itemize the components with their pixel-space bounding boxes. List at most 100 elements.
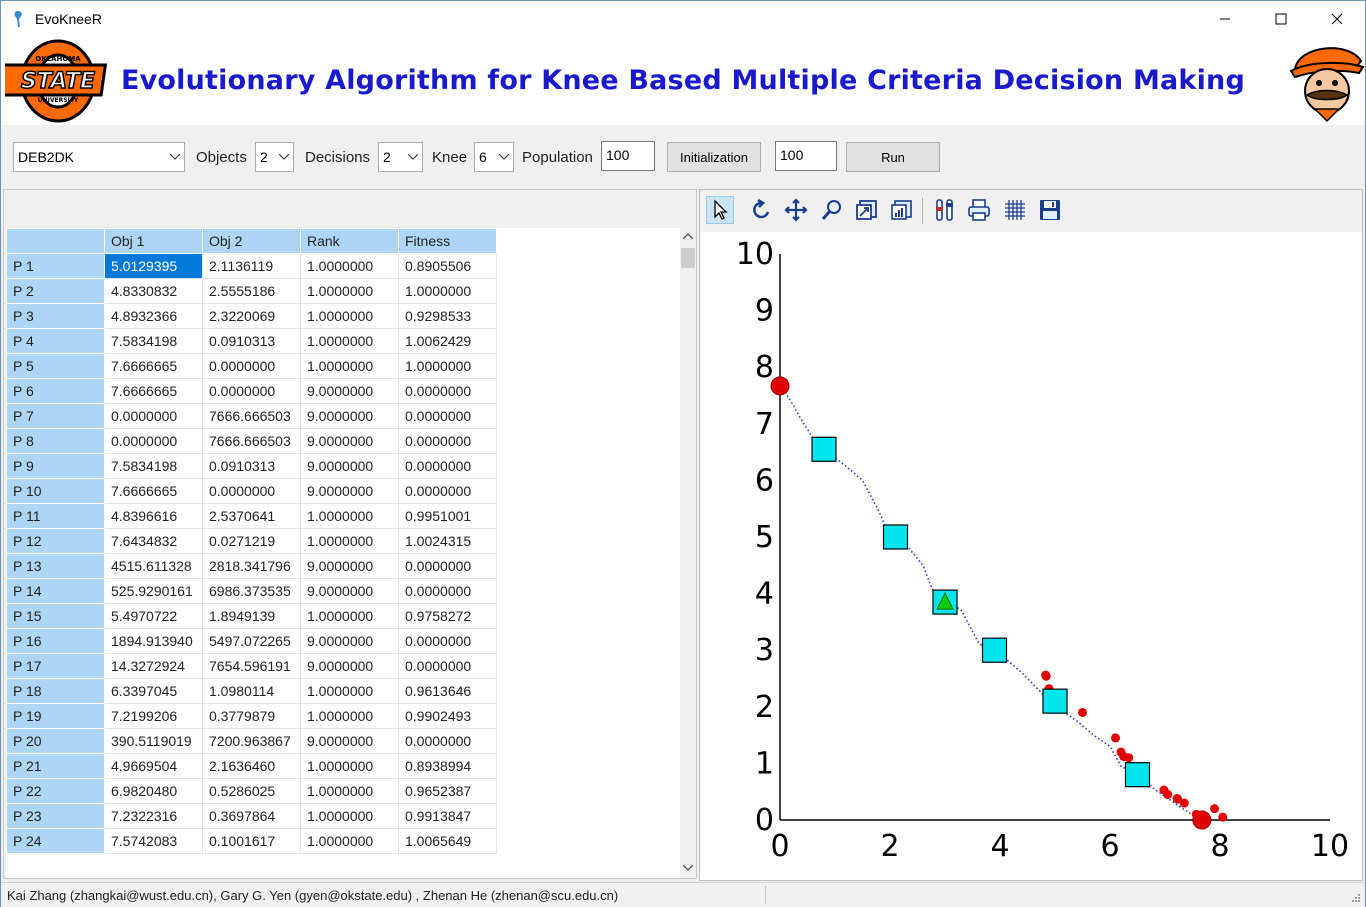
row-header[interactable]: P 15 [6, 603, 105, 629]
table-row[interactable]: P 17 14.3272924 7654.596191 9.0000000 0.0000… [6, 653, 497, 679]
rank-cell[interactable]: 9.0000000 [300, 453, 399, 479]
settings-icon[interactable] [931, 196, 959, 224]
minimize-button[interactable] [1197, 1, 1253, 37]
table-row[interactable]: P 15 5.4970722 1.8949139 1.0000000 0.9758272 [6, 603, 497, 629]
obj2-cell[interactable]: 7200.963867 [202, 728, 301, 754]
obj2-cell[interactable]: 0.0000000 [202, 478, 301, 504]
obj1-cell[interactable]: 4.8330832 [104, 278, 203, 304]
obj2-cell[interactable]: 2.1136119 [202, 253, 301, 279]
table-row[interactable]: P 20 390.5119019 7200.963867 9.0000000 0.000… [6, 728, 497, 754]
obj1-cell[interactable]: 4.9669504 [104, 753, 203, 779]
fitness-cell[interactable]: 0.0000000 [398, 403, 497, 429]
population-input[interactable]: 100 [601, 141, 655, 171]
rank-cell[interactable]: 1.0000000 [300, 528, 399, 554]
table-row[interactable]: P 16 1894.913940 5497.072265 9.0000000 0.000… [6, 628, 497, 654]
table-row[interactable]: P 13 4515.611328 2818.341796 9.0000000 0.000… [6, 553, 497, 579]
obj2-cell[interactable]: 2.5555186 [202, 278, 301, 304]
row-header[interactable]: P 4 [6, 328, 105, 354]
obj1-cell[interactable]: 5.4970722 [104, 603, 203, 629]
obj2-cell[interactable]: 7666.666503 [202, 428, 301, 454]
table-row[interactable]: P 24 7.5742083 0.1001617 1.0000000 1.0065649 [6, 828, 497, 854]
table-row[interactable]: P 8 0.0000000 7666.666503 9.0000000 0.000000… [6, 428, 497, 454]
column-header-obj2[interactable]: Obj 2 [202, 228, 301, 254]
pointer-icon[interactable] [706, 196, 734, 224]
fitness-cell[interactable]: 0.9298533 [398, 303, 497, 329]
scrollbar-thumb[interactable] [681, 248, 695, 268]
obj1-cell[interactable]: 7.5834198 [104, 453, 203, 479]
fitness-cell[interactable]: 0.9613646 [398, 678, 497, 704]
table-row[interactable]: P 11 4.8396616 2.5370641 1.0000000 0.9951001 [6, 503, 497, 529]
rank-cell[interactable]: 1.0000000 [300, 503, 399, 529]
fitness-cell[interactable]: 1.0000000 [398, 353, 497, 379]
rank-cell[interactable]: 1.0000000 [300, 803, 399, 829]
rank-cell[interactable]: 9.0000000 [300, 553, 399, 579]
row-header[interactable]: P 22 [6, 778, 105, 804]
obj2-cell[interactable]: 6986.373535 [202, 578, 301, 604]
obj1-cell[interactable]: 0.0000000 [104, 428, 203, 454]
obj2-cell[interactable]: 0.1001617 [202, 828, 301, 854]
rank-cell[interactable]: 1.0000000 [300, 303, 399, 329]
obj2-cell[interactable]: 0.0910313 [202, 453, 301, 479]
maximize-button[interactable] [1253, 1, 1309, 37]
obj1-cell[interactable]: 0.0000000 [104, 403, 203, 429]
row-header[interactable]: P 6 [6, 378, 105, 404]
obj2-cell[interactable]: 1.8949139 [202, 603, 301, 629]
table-row[interactable]: P 22 6.9820480 0.5286025 1.0000000 0.9652387 [6, 778, 497, 804]
pareto-front-plot[interactable]: 0 2 4 6 8 10 0 1 2 3 4 5 6 7 8 9 10 [700, 232, 1362, 880]
obj2-cell[interactable]: 0.5286025 [202, 778, 301, 804]
obj2-cell[interactable]: 7654.596191 [202, 653, 301, 679]
obj1-cell[interactable]: 7.6434832 [104, 528, 203, 554]
row-header[interactable]: P 17 [6, 653, 105, 679]
row-header[interactable]: P 16 [6, 628, 105, 654]
rank-cell[interactable]: 1.0000000 [300, 753, 399, 779]
rank-cell[interactable]: 9.0000000 [300, 728, 399, 754]
obj1-cell[interactable]: 7.2322316 [104, 803, 203, 829]
fitness-cell[interactable]: 1.0024315 [398, 528, 497, 554]
chart-canvas[interactable]: 0 2 4 6 8 10 0 1 2 3 4 5 6 7 8 9 10 [700, 232, 1362, 880]
table-row[interactable]: P 3 4.8932366 2.3220069 1.0000000 0.9298533 [6, 303, 497, 329]
row-header[interactable]: P 2 [6, 278, 105, 304]
rotate-icon[interactable] [748, 196, 776, 224]
column-header-rank[interactable]: Rank [300, 228, 399, 254]
table-row[interactable]: P 12 7.6434832 0.0271219 1.0000000 1.0024315 [6, 528, 497, 554]
obj2-cell[interactable]: 0.3697864 [202, 803, 301, 829]
problem-select[interactable]: DEB2DK [13, 142, 185, 172]
table-row[interactable]: P 5 7.6666665 0.0000000 1.0000000 1.0000000 [6, 353, 497, 379]
decisions-select[interactable]: 2 [378, 142, 423, 172]
fitness-cell[interactable]: 0.0000000 [398, 553, 497, 579]
scroll-up-icon[interactable] [683, 232, 693, 240]
fitness-cell[interactable]: 0.0000000 [398, 378, 497, 404]
rank-cell[interactable]: 9.0000000 [300, 578, 399, 604]
population-table[interactable]: Obj 1 Obj 2 Rank Fitness P 1 5.0129395 2.1… [6, 228, 497, 854]
rank-cell[interactable]: 9.0000000 [300, 378, 399, 404]
resize-grip-icon[interactable] [1349, 893, 1361, 905]
fitness-cell[interactable]: 1.0000000 [398, 278, 497, 304]
pan-icon[interactable] [782, 196, 810, 224]
scroll-down-icon[interactable] [683, 864, 693, 872]
obj1-cell[interactable]: 7.6666665 [104, 478, 203, 504]
obj2-cell[interactable]: 2.5370641 [202, 503, 301, 529]
table-row[interactable]: P 23 7.2322316 0.3697864 1.0000000 0.9913847 [6, 803, 497, 829]
rank-cell[interactable]: 1.0000000 [300, 678, 399, 704]
row-header[interactable]: P 7 [6, 403, 105, 429]
column-header-fitness[interactable]: Fitness [398, 228, 497, 254]
chart-icon[interactable] [888, 196, 916, 224]
obj2-cell[interactable]: 5497.072265 [202, 628, 301, 654]
zoom-icon[interactable] [818, 196, 846, 224]
row-header[interactable]: P 18 [6, 678, 105, 704]
obj1-cell[interactable]: 14.3272924 [104, 653, 203, 679]
fitness-cell[interactable]: 0.9758272 [398, 603, 497, 629]
rank-cell[interactable]: 1.0000000 [300, 278, 399, 304]
row-header[interactable]: P 20 [6, 728, 105, 754]
obj2-cell[interactable]: 2.3220069 [202, 303, 301, 329]
row-header[interactable]: P 10 [6, 478, 105, 504]
row-header[interactable]: P 13 [6, 553, 105, 579]
table-row[interactable]: P 7 0.0000000 7666.666503 9.0000000 0.000000… [6, 403, 497, 429]
fitness-cell[interactable]: 0.0000000 [398, 578, 497, 604]
rank-cell[interactable]: 1.0000000 [300, 778, 399, 804]
obj1-cell[interactable]: 7.6666665 [104, 353, 203, 379]
fitness-cell[interactable]: 0.9902493 [398, 703, 497, 729]
save-icon[interactable] [1036, 196, 1064, 224]
obj1-cell[interactable]: 390.5119019 [104, 728, 203, 754]
rank-cell[interactable]: 1.0000000 [300, 703, 399, 729]
